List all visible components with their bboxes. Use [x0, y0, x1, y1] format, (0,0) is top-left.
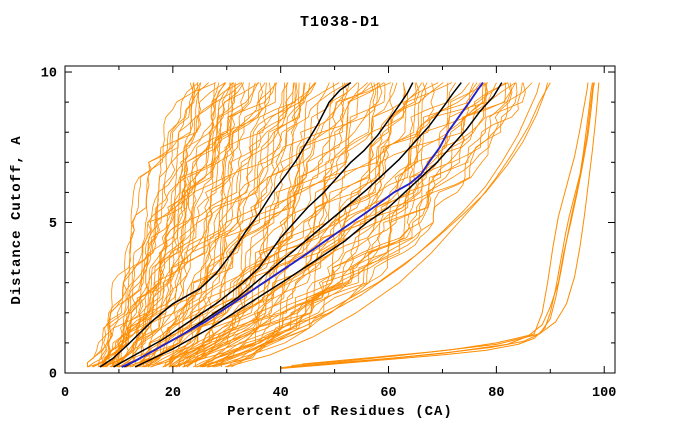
highlight-black-3-curve: [123, 82, 462, 368]
ensemble-curve: [112, 82, 234, 367]
highlight-black-2-curve: [113, 82, 414, 368]
chart-title: T1038-D1: [299, 14, 380, 31]
ensemble-curve: [116, 82, 250, 368]
ensemble-curve: [208, 82, 513, 368]
ensemble-curve: [118, 82, 288, 368]
x-tick-label: 100: [592, 386, 616, 401]
ensemble-curve: [126, 82, 298, 368]
straggler-orange-1-curve: [172, 82, 540, 368]
y-tick-label: 5: [49, 217, 57, 232]
ensemble-curve: [169, 82, 394, 368]
ensemble-curve: [114, 82, 277, 368]
ensemble-curve: [207, 82, 512, 368]
ensemble-curve: [135, 82, 289, 368]
y-tick-label: 10: [41, 67, 57, 82]
ensemble-curve: [184, 82, 398, 367]
ensemble-curve: [208, 82, 488, 367]
x-tick-label: 20: [165, 386, 181, 401]
ensemble-curve: [131, 82, 286, 368]
ensemble-curve: [105, 82, 237, 368]
x-tick-label: 80: [488, 386, 504, 401]
ensemble-curve: [171, 82, 453, 368]
ensemble-curve: [87, 82, 194, 367]
ensemble-curve: [87, 82, 199, 367]
straggler-orange-3-curve: [226, 82, 551, 368]
reference-blue-curve: [121, 82, 484, 368]
ensemble-curve: [183, 82, 439, 368]
ensemble-curve: [124, 82, 311, 368]
ensemble-curve: [98, 82, 241, 368]
ensemble-curve: [102, 82, 243, 368]
ensemble-curve: [114, 82, 232, 368]
ensemble-curve: [105, 82, 226, 368]
ensemble-curve: [224, 82, 526, 368]
plot-border: [64, 65, 616, 374]
ensemble-curve: [168, 82, 377, 367]
ensemble-curve: [183, 82, 449, 368]
ensemble-curve: [196, 82, 497, 368]
ensemble-curve: [102, 82, 246, 368]
x-axis-label: Percent of Residues (CA): [227, 404, 453, 420]
ensemble-curve: [183, 82, 478, 368]
ensemble-curve: [150, 82, 369, 368]
ensemble-curve: [87, 82, 199, 368]
ensemble-curve: [196, 82, 481, 368]
outlier-orange-5-curve: [280, 82, 589, 369]
ensemble-curve: [119, 82, 317, 368]
ensemble-curve: [201, 82, 474, 368]
ensemble-curve: [110, 82, 271, 368]
outlier-orange-1-curve: [280, 82, 593, 369]
ensemble-curve: [98, 82, 217, 368]
y-tick-label: 0: [49, 368, 57, 383]
ensemble-curve: [171, 82, 375, 367]
ensemble-curve: [182, 82, 423, 368]
straggler-orange-2-curve: [199, 82, 549, 368]
ensemble-curve: [207, 82, 517, 368]
x-tick-label: 40: [273, 386, 289, 401]
ensemble-curve: [214, 82, 533, 368]
ensemble-curve: [178, 82, 406, 367]
outlier-orange-4-curve: [302, 82, 600, 365]
ensemble-curve: [139, 82, 306, 368]
outlier-orange-2-curve: [286, 82, 594, 368]
ensemble-curve: [175, 82, 420, 368]
highlight-black-4-curve: [134, 82, 503, 368]
ensemble-curve: [118, 82, 278, 368]
ensemble-curve: [221, 82, 509, 367]
ensemble-curve: [113, 82, 220, 368]
ensemble-curve: [230, 82, 518, 368]
ensemble-curve: [186, 82, 470, 368]
x-tick-label: 60: [380, 386, 396, 401]
ensemble-curve: [104, 82, 215, 368]
highlight-black-1-curve: [99, 81, 352, 368]
ensemble-curve: [140, 82, 298, 368]
ensemble-curve: [228, 82, 523, 368]
ensemble-curve: [91, 82, 201, 368]
x-tick-label: 0: [61, 386, 69, 401]
ensemble-curve: [102, 82, 196, 368]
ensemble-curve: [105, 82, 227, 368]
ensemble-curve: [213, 82, 507, 368]
ensemble-curve: [136, 82, 316, 368]
